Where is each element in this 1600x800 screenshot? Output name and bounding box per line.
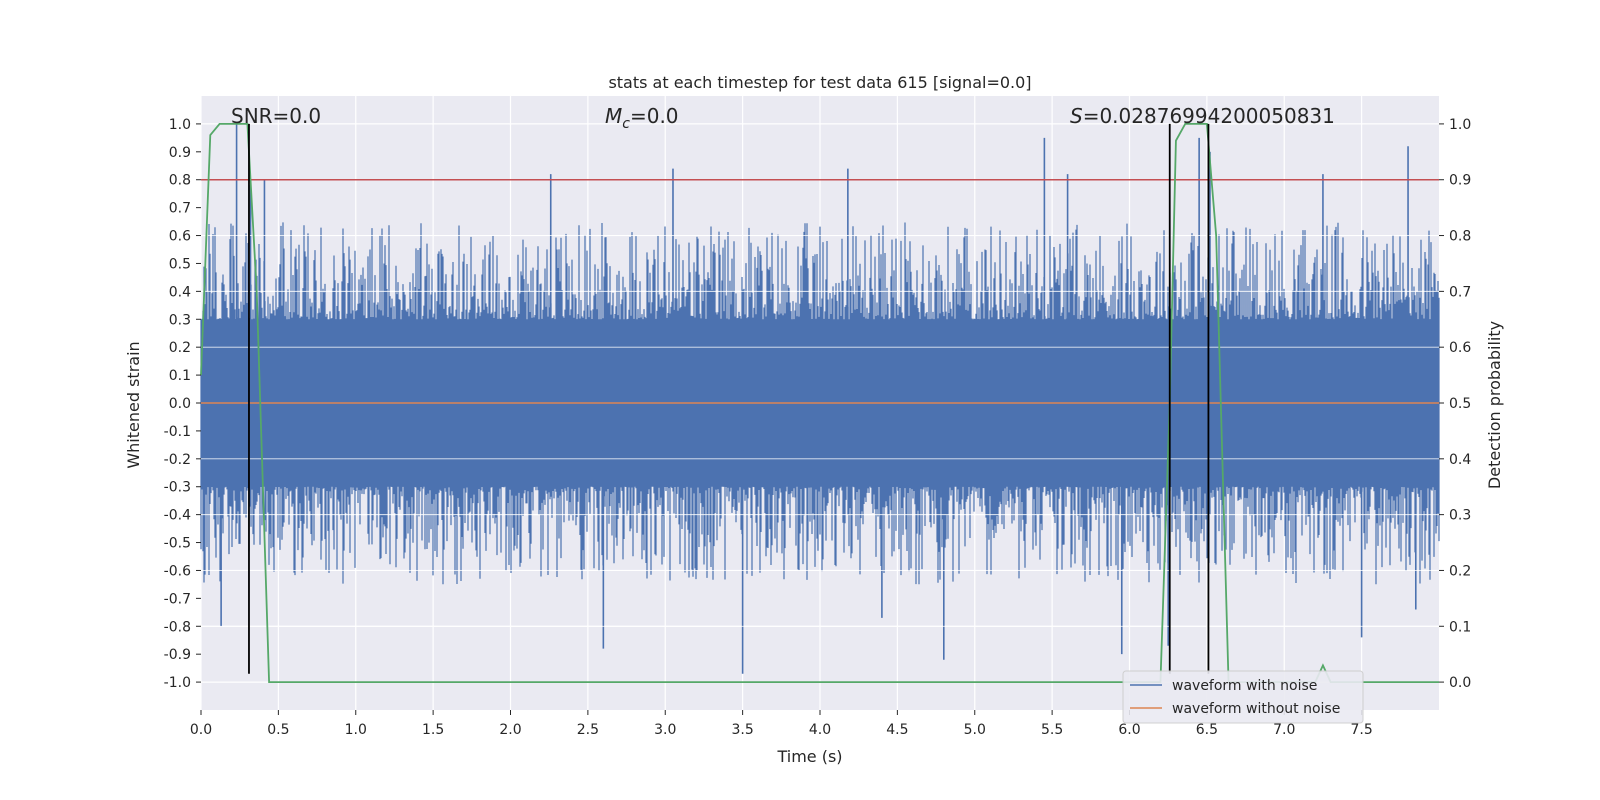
y2-tick-label: 0.2 (1449, 563, 1471, 579)
x-tick-label: 7.0 (1273, 722, 1295, 738)
x-tick-label: 5.5 (1041, 722, 1063, 738)
y2-axis-label: Detection probability (1485, 321, 1504, 489)
y-tick-label: 0.3 (169, 312, 191, 328)
x-tick-label: 0.5 (267, 722, 289, 738)
x-tick-label: 0.0 (190, 722, 212, 738)
y-tick-label: 0.9 (169, 145, 191, 161)
noise-core-band (201, 341, 1439, 451)
y-tick-label: -0.5 (164, 536, 191, 552)
y-tick-label: 0.0 (169, 396, 191, 412)
x-axis-label: Time (s) (776, 747, 842, 766)
x-tick-label: 3.0 (654, 722, 676, 738)
y-tick-label: 0.4 (169, 284, 191, 300)
x-tick-label: 6.5 (1196, 722, 1218, 738)
chart-title: stats at each timestep for test data 615… (608, 73, 1031, 92)
y2-tick-label: 0.7 (1449, 284, 1471, 300)
x-tick-label: 4.0 (809, 722, 831, 738)
x-tick-label: 1.0 (345, 722, 367, 738)
y-tick-label: -0.2 (164, 452, 191, 468)
x-tick-label: 2.0 (499, 722, 521, 738)
legend-label-noise: waveform with noise (1172, 678, 1317, 694)
axes: 0.0 0.5 1.0 1.5 2.0 2.5 3.0 3.5 4.0 4.5 5.0 5.5 6.0 6… (164, 117, 1472, 738)
snr-annotation: SNR=0.0 (231, 104, 321, 128)
y-tick-label: 1.0 (169, 117, 191, 133)
y-tick-label: -0.3 (164, 480, 191, 496)
y-tick-label: -0.6 (164, 563, 191, 579)
y2-tick-label: 0.8 (1449, 229, 1471, 245)
y-tick-label: -0.9 (164, 647, 191, 663)
y-tick-label: -0.7 (164, 591, 191, 607)
y2-tick-label: 0.6 (1449, 340, 1471, 356)
legend: waveform with noise waveform without noi… (1122, 670, 1364, 724)
x-tick-label: 4.5 (886, 722, 908, 738)
y2-tick-label: 1.0 (1449, 117, 1471, 133)
mc-annotation: Mc=0.0 (605, 104, 679, 132)
y-tick-label: -0.8 (164, 619, 191, 635)
y2-tick-label: 0.5 (1449, 396, 1471, 412)
y-tick-label: 0.7 (169, 201, 191, 217)
y2-tick-label: 0.1 (1449, 619, 1471, 635)
legend-label-clean: waveform without noise (1172, 701, 1340, 717)
y-tick-label: -1.0 (164, 675, 191, 691)
y-tick-label: -0.4 (164, 508, 191, 524)
legend-box (1122, 670, 1364, 724)
y-tick-label: 0.5 (169, 256, 191, 272)
x-tick-label: 5.0 (964, 722, 986, 738)
x-tick-label: 3.5 (731, 722, 753, 738)
y2-tick-label: 0.4 (1449, 452, 1471, 468)
x-tick-label: 1.5 (422, 722, 444, 738)
x-tick-label: 6.0 (1118, 722, 1140, 738)
y-tick-label: -0.1 (164, 424, 191, 440)
overlay (200, 123, 1439, 683)
y-tick-label: 0.2 (169, 340, 191, 356)
y-tick-label: 0.8 (169, 173, 191, 189)
x-tick-label: 7.5 (1350, 722, 1372, 738)
y2-tick-label: 0.0 (1449, 675, 1471, 691)
y-tick-label: 0.1 (169, 368, 191, 384)
s-annotation: S=0.02876994200050831 (1070, 104, 1335, 128)
x-tick-label: 2.5 (577, 722, 599, 738)
waveform-with-noise-series (200, 123, 1440, 674)
y2-tick-label: 0.3 (1449, 508, 1471, 524)
y-tick-label: 0.6 (169, 229, 191, 245)
y-axis-label: Whitened strain (124, 341, 143, 468)
y2-tick-label: 0.9 (1449, 173, 1471, 189)
